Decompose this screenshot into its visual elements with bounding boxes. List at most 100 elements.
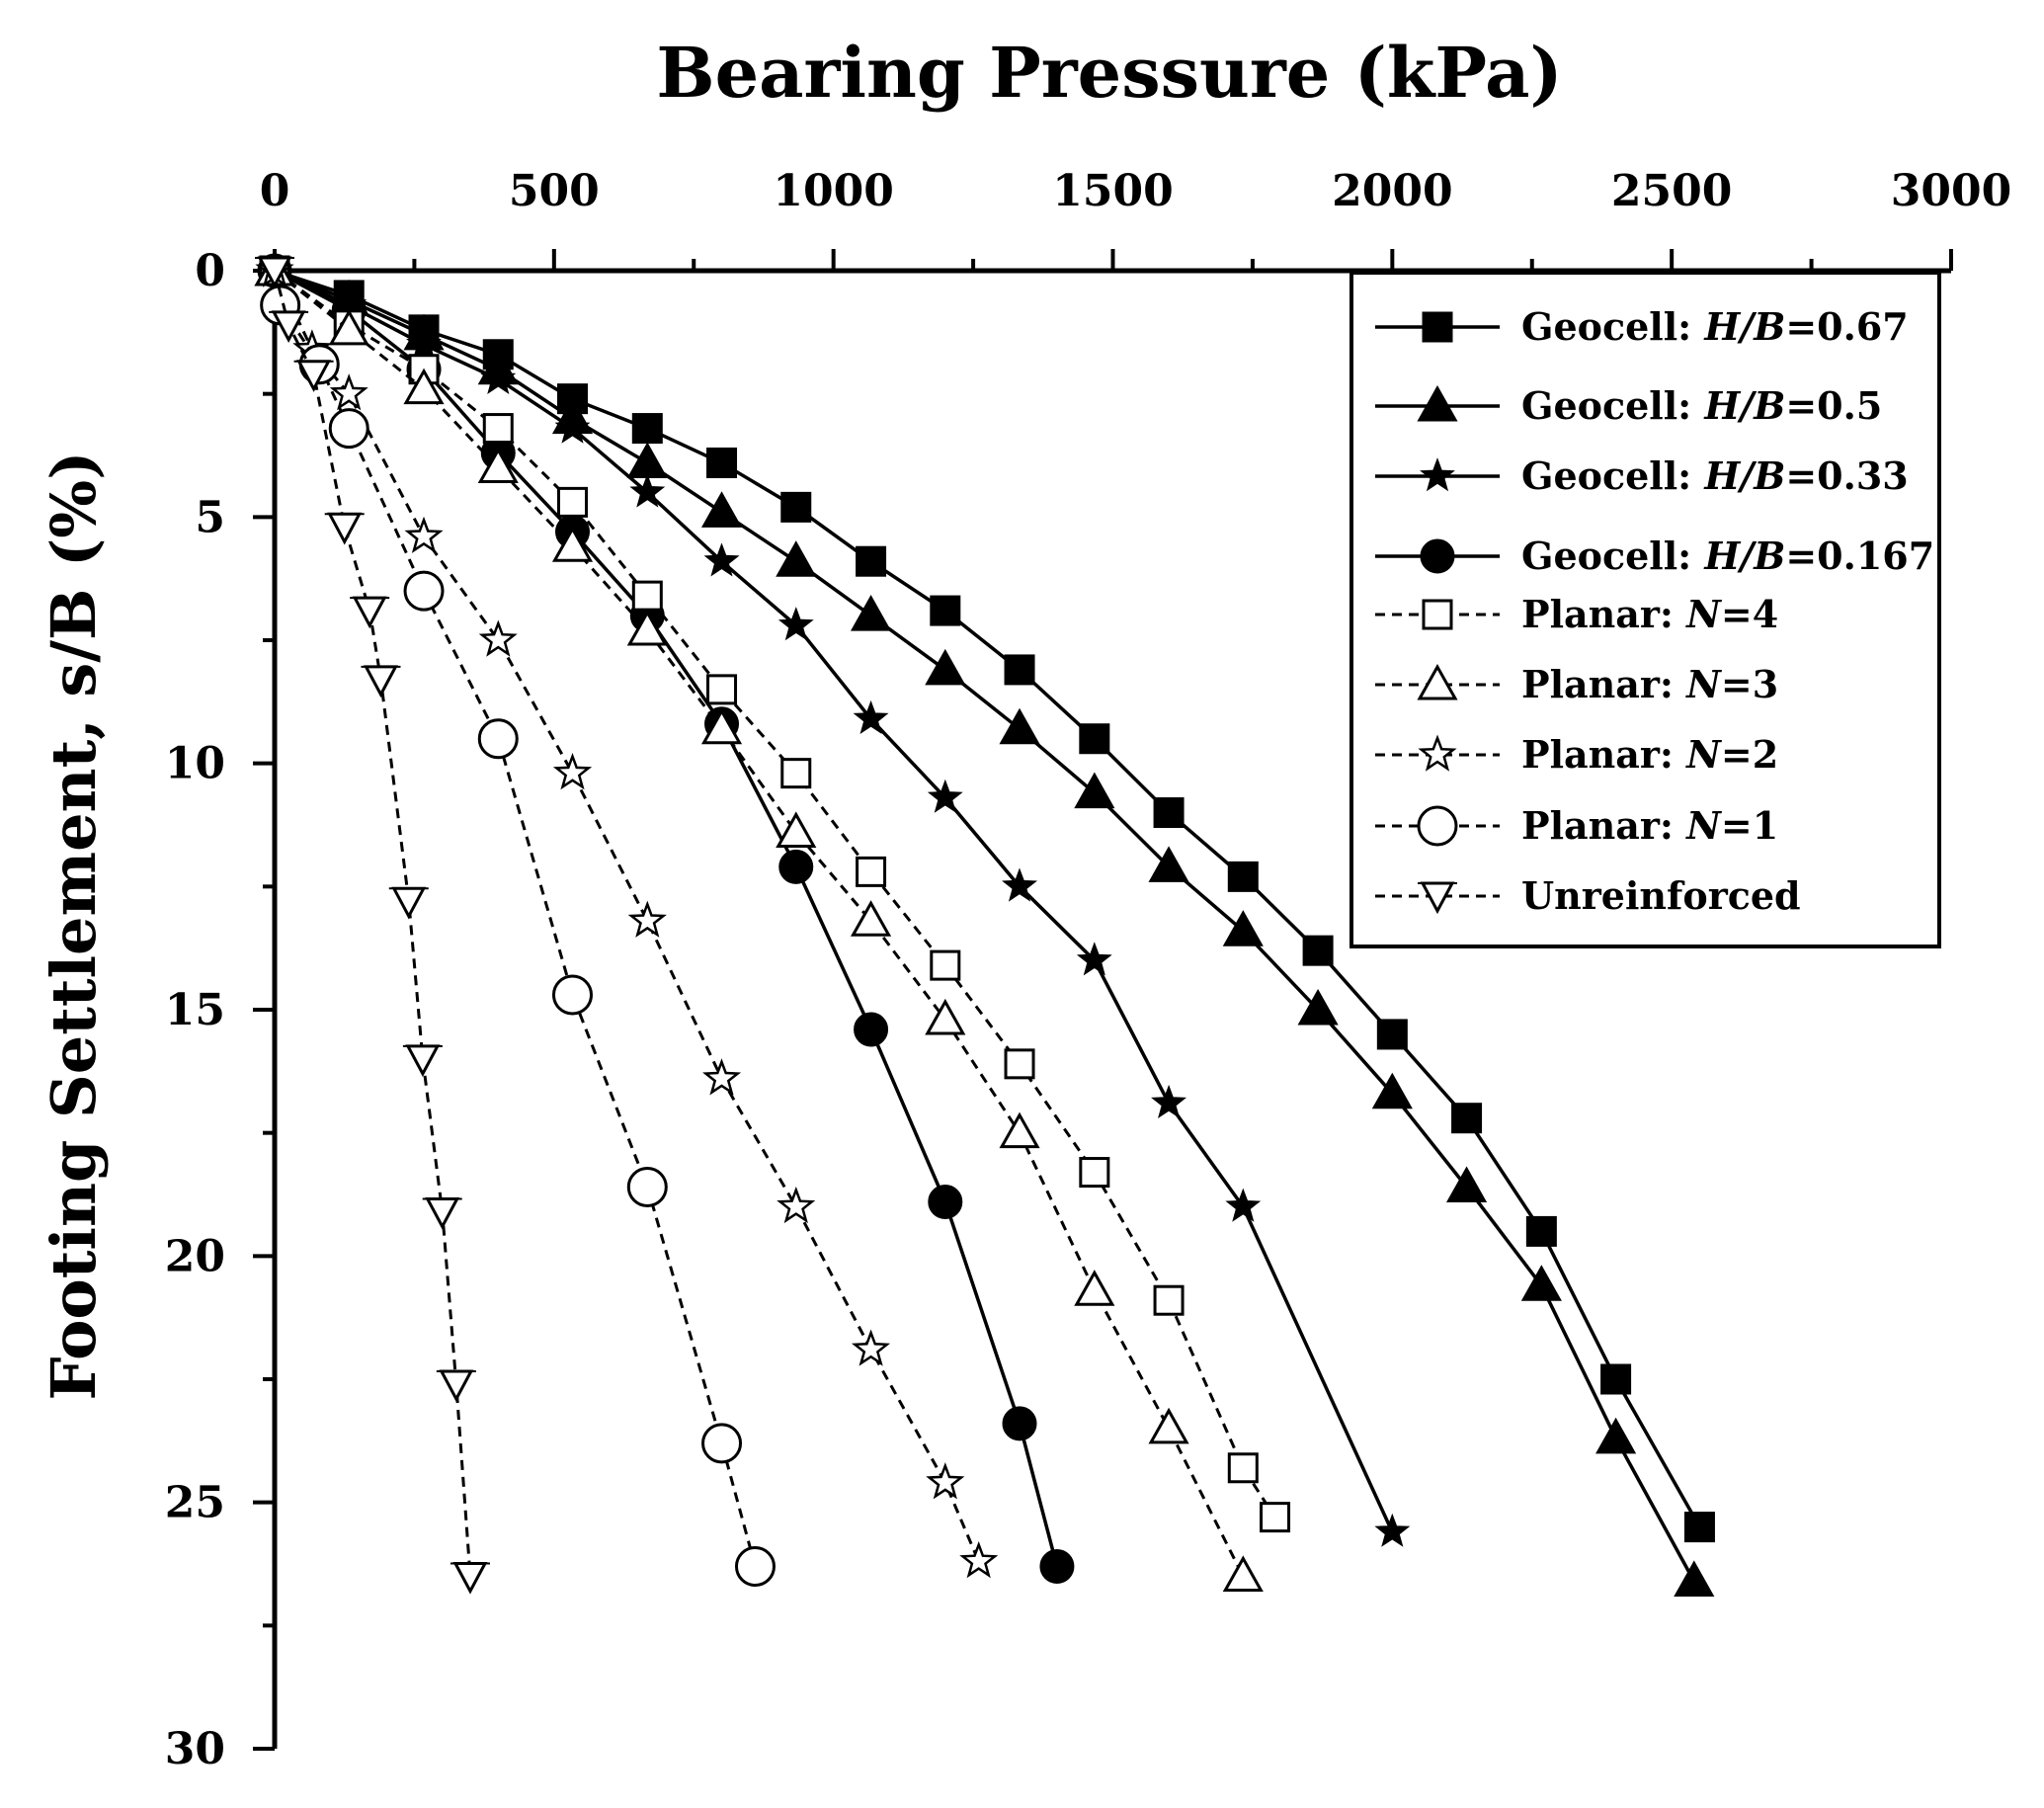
data-point [925, 998, 966, 1035]
data-point [552, 753, 593, 790]
legend-label: Planar: N=2 [1521, 732, 1778, 777]
data-point [1600, 1363, 1632, 1395]
data-point [450, 1561, 490, 1595]
legend-label-italic: N [1685, 592, 1722, 636]
data-point [959, 1540, 999, 1579]
data-point [703, 542, 740, 577]
y-tick-label: 20 [165, 1231, 225, 1281]
series-layer [254, 249, 1715, 1597]
legend-label: Geocell: H/B=0.5 [1521, 383, 1882, 428]
data-point [1004, 654, 1035, 686]
data-point [856, 856, 887, 887]
y-tick-label: 25 [165, 1478, 225, 1528]
data-point [328, 308, 369, 346]
data-point [293, 360, 334, 392]
data-point [1222, 910, 1264, 946]
legend-label: Unreinforced [1521, 873, 1801, 918]
data-point [478, 619, 518, 657]
legend-label: Planar: N=3 [1521, 662, 1778, 706]
data-point [999, 707, 1040, 745]
y-tick-label: 10 [165, 739, 225, 789]
legend-label-main: Planar: [1521, 732, 1686, 777]
legend-label-end: =4 [1721, 592, 1778, 636]
data-point [999, 1111, 1040, 1149]
data-point [557, 486, 589, 518]
legend-label-main: Geocell: [1521, 534, 1704, 578]
legend-marker [1417, 663, 1458, 700]
legend-label-end: =1 [1721, 803, 1778, 848]
legend-item: Geocell: H/B=0.5 [1375, 383, 1882, 428]
data-point [1674, 1560, 1715, 1597]
data-point [1074, 1270, 1115, 1306]
legend-label-italic: H/B [1703, 383, 1785, 428]
data-point [627, 900, 667, 938]
data-point [700, 491, 743, 528]
axes: 0 500 1000 1500 2000 2500 3000 0 5 10 15 20 25 30 [165, 166, 2011, 1774]
data-point [631, 413, 663, 445]
legend-label-end: =0.67 [1785, 304, 1908, 349]
data-point [1227, 1452, 1259, 1484]
data-point [1227, 861, 1259, 892]
data-point [1153, 797, 1185, 829]
data-point [329, 373, 368, 411]
series-line [273, 270, 981, 1563]
data-point [1002, 1406, 1037, 1441]
legend-label-italic: N [1685, 803, 1722, 848]
data-point [930, 595, 961, 626]
data-point [436, 1369, 476, 1403]
data-point [1520, 1265, 1562, 1301]
legend-label-end: =0.167 [1785, 534, 1934, 578]
legend-label: Geocell: H/B=0.33 [1521, 453, 1909, 498]
data-point [480, 360, 517, 395]
data-point [1153, 1284, 1185, 1316]
x-axis-title: Bearing Pressure (kPa) [656, 32, 1562, 114]
legend-item: Geocell: H/B=0.33 [1375, 453, 1909, 498]
data-point [422, 1196, 462, 1230]
data-point [403, 570, 445, 612]
data-point [482, 413, 514, 445]
data-point [851, 595, 892, 631]
legend-item: Geocell: H/B=0.167 [1375, 534, 1934, 578]
data-point [404, 516, 444, 553]
data-point [1148, 846, 1189, 882]
legend-label-main: Geocell: [1521, 383, 1704, 428]
data-point [1004, 1048, 1035, 1080]
legend-marker [1420, 457, 1455, 492]
legend-label-end: =0.33 [1785, 453, 1908, 498]
data-point [1595, 1417, 1637, 1454]
legend-marker [1422, 599, 1453, 630]
data-point [629, 473, 666, 508]
legend-label: Geocell: H/B=0.67 [1521, 304, 1909, 349]
data-point [777, 1186, 816, 1224]
legend-marker [1417, 805, 1458, 847]
legend-marker [1420, 538, 1455, 574]
legend-label-italic: H/B [1703, 304, 1785, 349]
x-tick-label: 1500 [1052, 166, 1173, 216]
legend-item: Planar: N=4 [1375, 592, 1778, 636]
data-point [852, 1329, 891, 1366]
legend-label-italic: H/B [1703, 534, 1785, 578]
legend-label: Planar: N=1 [1521, 803, 1778, 848]
data-point [626, 609, 668, 646]
data-point [1525, 1215, 1557, 1247]
data-point [403, 368, 445, 405]
legend-label-main: Planar: [1521, 662, 1686, 706]
x-tick-label: 1000 [773, 166, 893, 216]
data-point [1039, 1548, 1075, 1584]
data-point [328, 408, 369, 450]
data-point [1376, 1019, 1408, 1050]
y-tick-label: 0 [195, 246, 225, 296]
data-point [1683, 1512, 1715, 1543]
legend-label-italic: H/B [1703, 453, 1785, 498]
data-point [631, 580, 663, 612]
data-point [626, 1167, 668, 1208]
legend-label: Geocell: H/B=0.167 [1521, 534, 1934, 578]
data-point [1371, 1072, 1413, 1109]
data-point [1297, 988, 1339, 1026]
legend-label: Planar: N=4 [1521, 592, 1778, 636]
data-point [780, 491, 812, 523]
legend-label-italic: N [1685, 662, 1722, 706]
legend-item: Planar: N=3 [1375, 662, 1778, 706]
legend-label-end: =0.5 [1785, 383, 1882, 428]
